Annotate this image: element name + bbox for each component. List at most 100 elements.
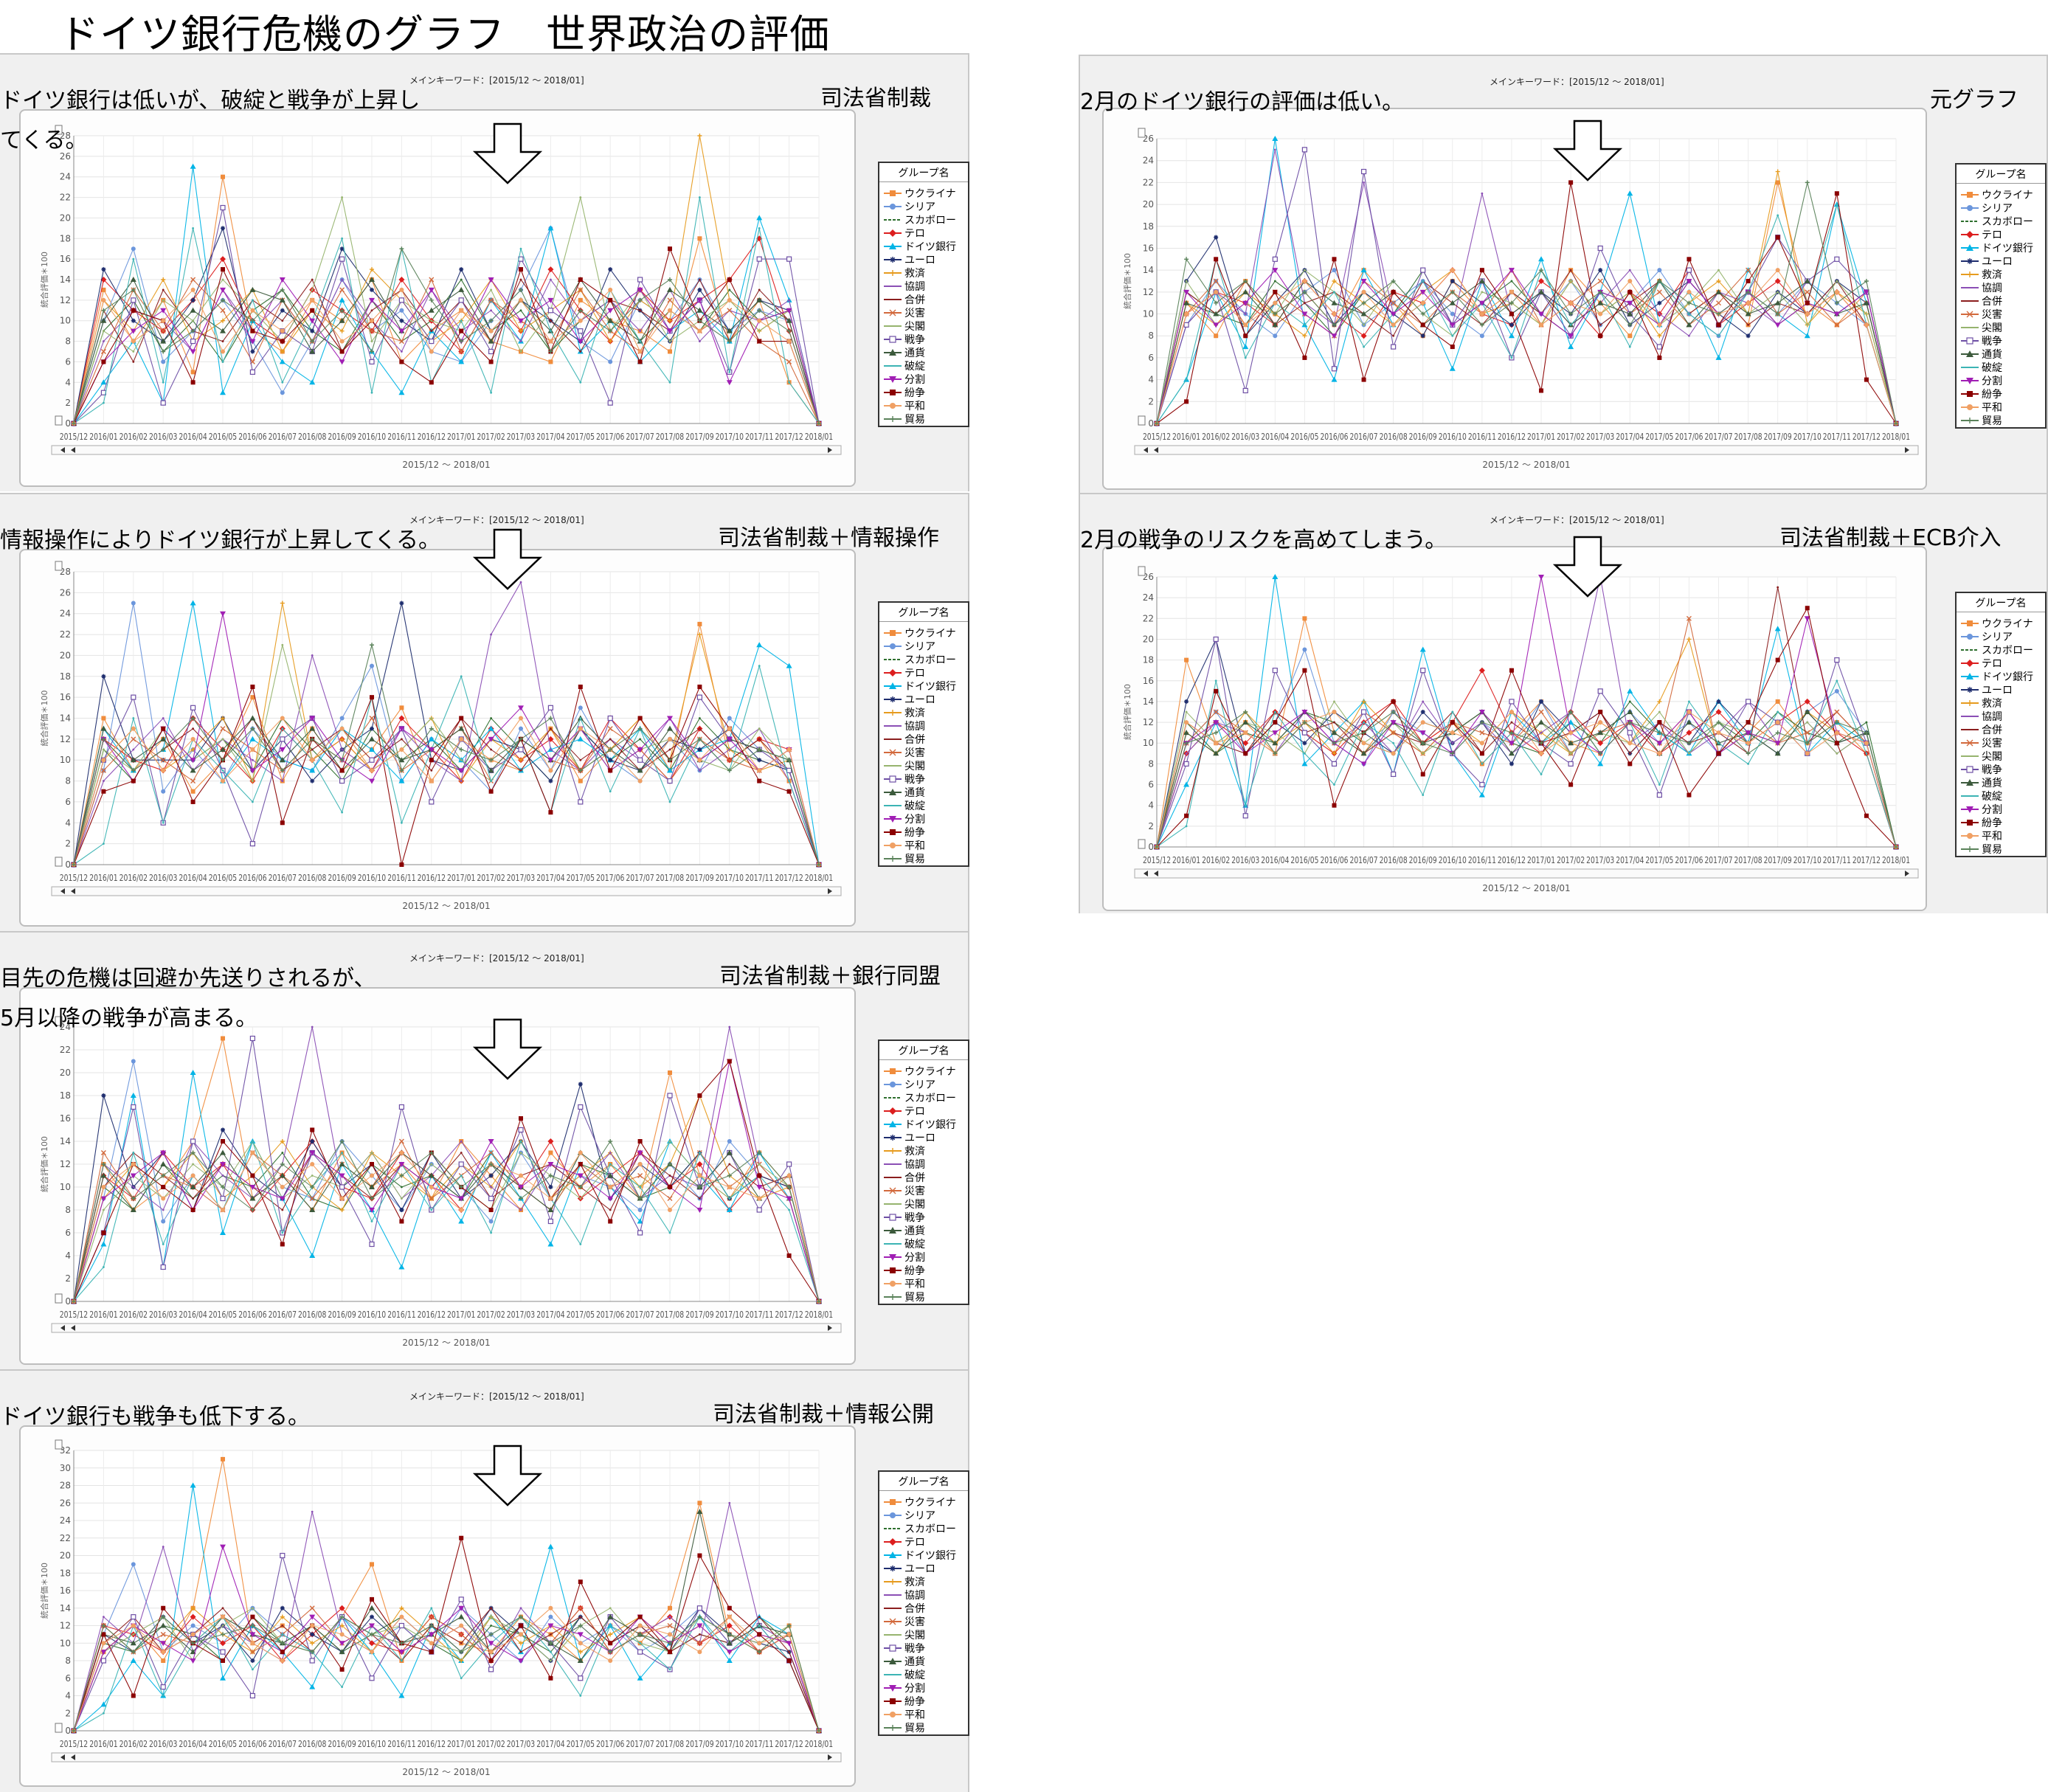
legend-item[interactable]: 分割 [879, 1681, 968, 1695]
legend-item[interactable]: ドイツ銀行 [879, 240, 968, 253]
legend-item[interactable]: シリア [879, 1078, 968, 1091]
legend-item[interactable]: 通貨 [1957, 347, 2045, 361]
legend-item[interactable]: ユーロ [879, 1131, 968, 1144]
legend-item[interactable]: 分割 [879, 812, 968, 826]
legend-item[interactable]: 合併 [879, 1171, 968, 1184]
x-scrollbar[interactable] [1134, 445, 1919, 455]
y-scroll-up-button[interactable] [1138, 566, 1146, 576]
legend-item[interactable]: 貿易 [879, 852, 968, 865]
legend-item[interactable]: 救済 [1957, 696, 2045, 710]
legend-item[interactable]: 紛争 [879, 1264, 968, 1277]
legend-item[interactable]: 戦争 [879, 333, 968, 346]
scroll-right-icon[interactable] [1905, 447, 1909, 453]
legend-item[interactable]: ウクライナ [879, 187, 968, 200]
legend-item[interactable]: 分割 [1957, 374, 2045, 387]
y-scroll-up-button[interactable] [55, 1016, 63, 1026]
legend-item[interactable]: ユーロ [1957, 255, 2045, 268]
legend-item[interactable]: テロ [879, 1535, 968, 1549]
scroll-left-icon[interactable] [60, 447, 65, 453]
scroll-left-icon[interactable] [60, 888, 65, 894]
legend-item[interactable]: 尖閣 [879, 759, 968, 772]
legend-item[interactable]: 貿易 [1957, 414, 2045, 427]
legend-item[interactable]: テロ [1957, 228, 2045, 241]
legend-item[interactable]: 破綻 [879, 359, 968, 373]
legend-item[interactable]: ドイツ銀行 [879, 1118, 968, 1131]
legend-item[interactable]: 平和 [1957, 401, 2045, 414]
legend-item[interactable]: 救済 [879, 1144, 968, 1158]
x-scrollbar[interactable] [51, 886, 842, 896]
legend-item[interactable]: 破綻 [1957, 361, 2045, 374]
legend-item[interactable]: 通貨 [879, 1655, 968, 1668]
legend-item[interactable]: ウクライナ [879, 1495, 968, 1509]
legend-item[interactable]: 平和 [879, 1708, 968, 1721]
legend-item[interactable]: シリア [879, 640, 968, 653]
legend-item[interactable]: テロ [879, 666, 968, 679]
legend-item[interactable]: 紛争 [1957, 387, 2045, 401]
legend-item[interactable]: 戦争 [879, 1211, 968, 1224]
legend-item[interactable]: 紛争 [879, 826, 968, 839]
legend-item[interactable]: 分割 [879, 1250, 968, 1264]
legend-item[interactable]: シリア [1957, 201, 2045, 215]
legend-item[interactable]: 貿易 [879, 412, 968, 426]
legend-item[interactable]: ユーロ [879, 693, 968, 706]
x-scrollbar[interactable] [51, 1752, 842, 1762]
scroll-right-icon[interactable] [828, 447, 832, 453]
scroll-left-icon[interactable] [60, 1325, 65, 1331]
y-scroll-up-button[interactable] [55, 125, 63, 135]
scroll-left-icon[interactable] [60, 1754, 65, 1760]
legend-item[interactable]: 災害 [879, 746, 968, 759]
legend-item[interactable]: ユーロ [1957, 683, 2045, 696]
legend-item[interactable]: 合併 [879, 1602, 968, 1615]
legend-item[interactable]: スカボロー [1957, 643, 2045, 657]
scroll-left-step-icon[interactable] [71, 447, 75, 453]
legend-item[interactable]: 尖閣 [879, 1197, 968, 1211]
legend-item[interactable]: 貿易 [879, 1721, 968, 1734]
legend-item[interactable]: 破綻 [879, 1237, 968, 1250]
legend-item[interactable]: 戦争 [1957, 763, 2045, 776]
legend-item[interactable]: 戦争 [879, 772, 968, 786]
legend-item[interactable]: 平和 [879, 399, 968, 412]
legend-item[interactable]: 尖閣 [879, 319, 968, 333]
legend-item[interactable]: 災害 [879, 306, 968, 319]
legend-item[interactable]: 協調 [1957, 281, 2045, 294]
legend-item[interactable]: 破綻 [1957, 789, 2045, 803]
legend-item[interactable]: ユーロ [879, 1562, 968, 1575]
legend-item[interactable]: 貿易 [1957, 843, 2045, 856]
x-scrollbar[interactable] [51, 1323, 842, 1333]
legend-item[interactable]: テロ [879, 1104, 968, 1118]
legend-item[interactable]: シリア [879, 1509, 968, 1522]
legend-item[interactable]: 協調 [879, 280, 968, 293]
legend-item[interactable]: 協調 [879, 1588, 968, 1602]
scroll-right-icon[interactable] [1905, 871, 1909, 876]
legend-item[interactable]: シリア [1957, 630, 2045, 643]
legend-item[interactable]: テロ [1957, 657, 2045, 670]
legend-item[interactable]: 通貨 [879, 786, 968, 799]
legend-item[interactable]: 災害 [879, 1615, 968, 1628]
y-scroll-up-button[interactable] [55, 1439, 63, 1450]
legend-item[interactable]: 協調 [879, 719, 968, 733]
legend-item[interactable]: 分割 [879, 373, 968, 386]
legend-item[interactable]: スカボロー [879, 1091, 968, 1104]
scroll-right-icon[interactable] [828, 888, 832, 894]
legend-item[interactable]: ユーロ [879, 253, 968, 266]
legend-item[interactable]: 破綻 [879, 799, 968, 812]
legend-item[interactable]: 戦争 [1957, 334, 2045, 347]
y-scroll-down-button[interactable] [1138, 839, 1146, 849]
legend-item[interactable]: 合併 [1957, 294, 2045, 308]
legend-item[interactable]: 通貨 [879, 1224, 968, 1237]
legend-item[interactable]: ウクライナ [1957, 617, 2045, 630]
legend-item[interactable]: 平和 [1957, 829, 2045, 843]
legend-item[interactable]: ウクライナ [879, 626, 968, 640]
legend-item[interactable]: 災害 [1957, 736, 2045, 750]
y-scroll-down-button[interactable] [55, 1723, 63, 1733]
scroll-left-step-icon[interactable] [71, 1754, 75, 1760]
legend-item[interactable]: ドイツ銀行 [1957, 241, 2045, 255]
scroll-left-step-icon[interactable] [1154, 871, 1158, 876]
legend-item[interactable]: 合併 [1957, 723, 2045, 736]
legend-item[interactable]: 合併 [879, 733, 968, 746]
legend-item[interactable]: テロ [879, 226, 968, 240]
legend-item[interactable]: 分割 [1957, 803, 2045, 816]
legend-item[interactable]: 災害 [1957, 308, 2045, 321]
y-scroll-up-button[interactable] [55, 561, 63, 571]
legend-item[interactable]: ドイツ銀行 [879, 1549, 968, 1562]
